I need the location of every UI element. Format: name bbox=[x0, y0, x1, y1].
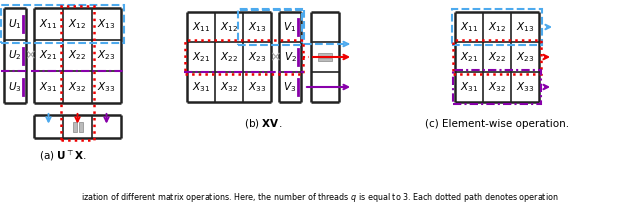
Text: $X_{21}$: $X_{21}$ bbox=[40, 49, 58, 62]
Text: $V_3$: $V_3$ bbox=[284, 80, 296, 94]
Bar bbox=[452, 9, 542, 45]
Bar bbox=[318, 53, 332, 56]
Text: $X_{33}$: $X_{33}$ bbox=[248, 80, 266, 94]
Text: $U_2$: $U_2$ bbox=[8, 49, 22, 62]
Text: $X_{22}$: $X_{22}$ bbox=[68, 49, 86, 62]
Text: $X_{21}$: $X_{21}$ bbox=[192, 50, 210, 64]
Text: $X_{11}$: $X_{11}$ bbox=[460, 20, 478, 34]
Bar bbox=[61, 6, 94, 140]
Text: $X_{12}$: $X_{12}$ bbox=[220, 20, 238, 34]
Text: $X_{11}$: $X_{11}$ bbox=[192, 20, 210, 34]
Bar bbox=[318, 58, 332, 61]
Text: $X_{31}$: $X_{31}$ bbox=[40, 80, 58, 94]
Text: $X_{31}$: $X_{31}$ bbox=[460, 80, 478, 94]
Text: $X_{31}$: $X_{31}$ bbox=[192, 80, 210, 94]
Text: (b) $\mathbf{XV}$.: (b) $\mathbf{XV}$. bbox=[244, 118, 282, 130]
Text: ization of different matrix operations. Here, the number of threads $q$ is equal: ization of different matrix operations. … bbox=[81, 191, 559, 202]
Text: $X_{23}$: $X_{23}$ bbox=[248, 50, 266, 64]
Bar bbox=[453, 40, 541, 74]
Text: $X_{12}$: $X_{12}$ bbox=[488, 20, 506, 34]
Text: (c) Element-wise operation.: (c) Element-wise operation. bbox=[425, 119, 569, 129]
Text: $V_2$: $V_2$ bbox=[284, 50, 296, 64]
Text: $X_{13}$: $X_{13}$ bbox=[248, 20, 266, 34]
Text: $X_{13}$: $X_{13}$ bbox=[516, 20, 534, 34]
Bar bbox=[453, 70, 541, 104]
Text: $V_1$: $V_1$ bbox=[284, 20, 296, 34]
Text: $X_{32}$: $X_{32}$ bbox=[220, 80, 238, 94]
Text: $X_{23}$: $X_{23}$ bbox=[516, 50, 534, 64]
Text: $U_1$: $U_1$ bbox=[8, 17, 22, 31]
Text: $X_{33}$: $X_{33}$ bbox=[516, 80, 534, 94]
Bar bbox=[1, 5, 124, 43]
Text: $X_{32}$: $X_{32}$ bbox=[488, 80, 506, 94]
Bar bbox=[79, 121, 83, 132]
Text: $X_{22}$: $X_{22}$ bbox=[220, 50, 238, 64]
Text: $\times$: $\times$ bbox=[24, 48, 36, 62]
Bar bbox=[185, 40, 303, 74]
Text: $X_{23}$: $X_{23}$ bbox=[97, 49, 116, 62]
Text: $\times$: $\times$ bbox=[269, 50, 281, 64]
Text: $X_{21}$: $X_{21}$ bbox=[460, 50, 478, 64]
Text: $X_{13}$: $X_{13}$ bbox=[97, 17, 116, 31]
Text: (a) $\mathbf{U}^{\top}\mathbf{X}$.: (a) $\mathbf{U}^{\top}\mathbf{X}$. bbox=[38, 149, 86, 163]
Text: $X_{33}$: $X_{33}$ bbox=[97, 80, 116, 94]
Text: $U_3$: $U_3$ bbox=[8, 80, 22, 94]
Text: $X_{22}$: $X_{22}$ bbox=[488, 50, 506, 64]
Bar bbox=[72, 121, 77, 132]
Text: $X_{32}$: $X_{32}$ bbox=[68, 80, 86, 94]
Text: $X_{11}$: $X_{11}$ bbox=[40, 17, 58, 31]
Bar bbox=[238, 9, 302, 45]
Text: $X_{12}$: $X_{12}$ bbox=[68, 17, 86, 31]
